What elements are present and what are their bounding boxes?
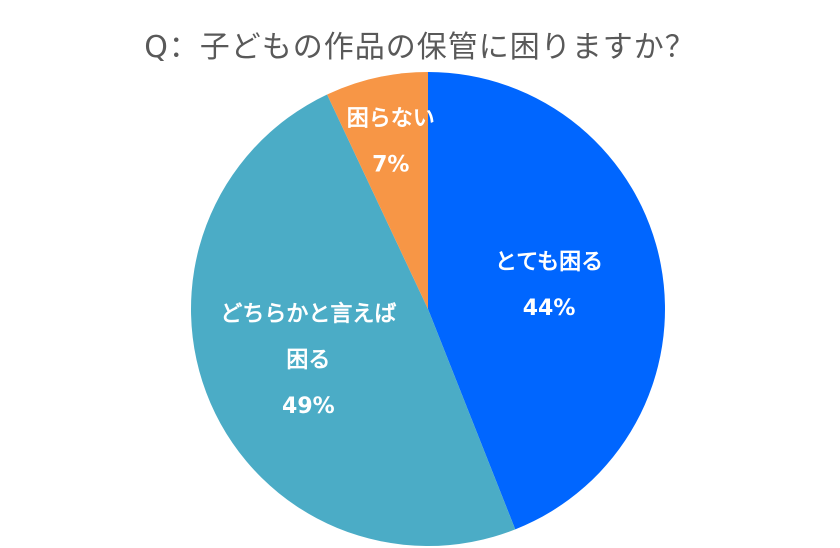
slice-1-value-label: 44% — [523, 296, 576, 321]
slice-3-value-label: 7% — [372, 152, 409, 177]
chart-title: Q：子どもの作品の保管に困りますか？ — [144, 30, 696, 65]
slice-2-value-label: 49% — [282, 394, 335, 419]
pie-slice-1 — [428, 72, 666, 530]
slice-2-label: 困る — [286, 348, 330, 373]
slice-1-label: とても困る — [495, 250, 603, 275]
pie-slice-2 — [190, 94, 516, 547]
pie-slice-3 — [327, 72, 428, 309]
slice-3-label: 困らない — [347, 106, 435, 131]
slice-2-label: どちらかと言えば — [220, 301, 396, 327]
